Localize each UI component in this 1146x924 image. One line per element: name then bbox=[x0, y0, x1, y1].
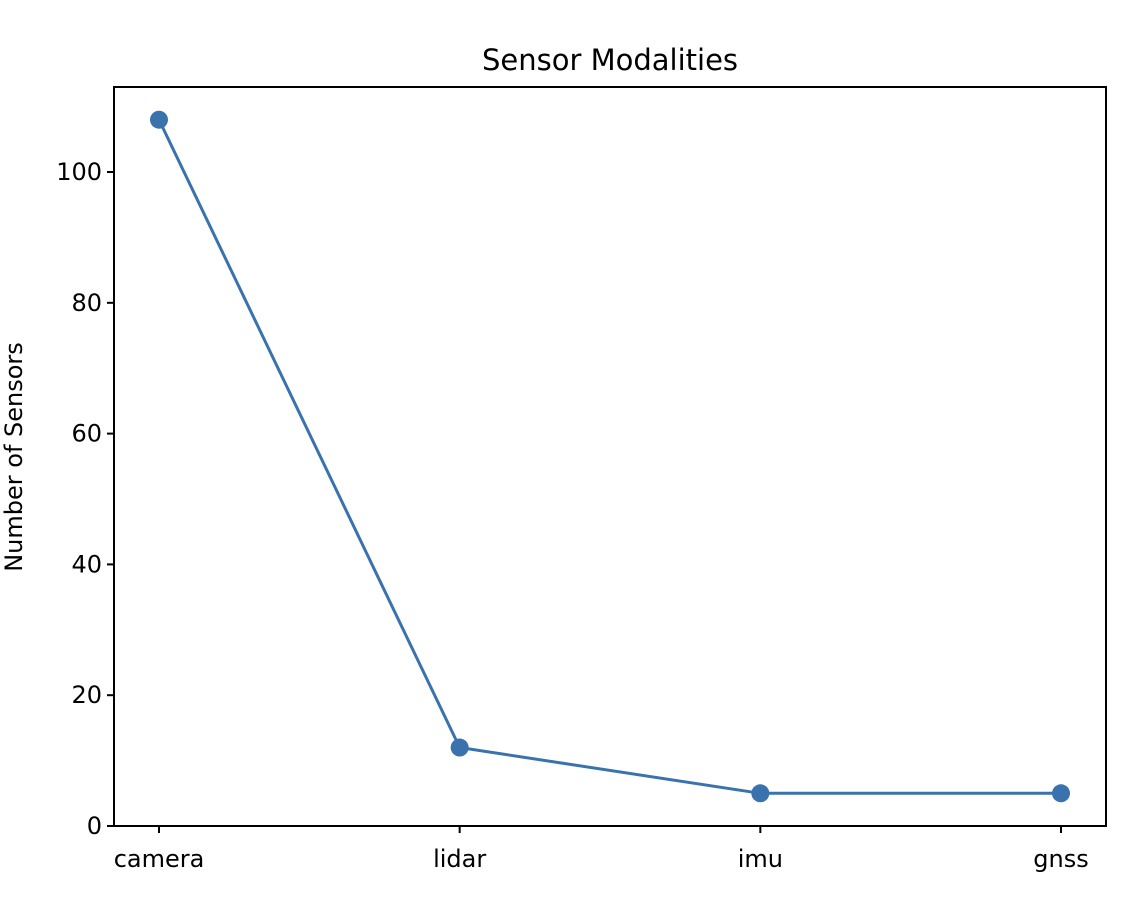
y-tick-label: 40 bbox=[71, 550, 102, 578]
y-tick-label: 60 bbox=[71, 420, 102, 448]
series-group bbox=[150, 110, 1070, 803]
y-tick-label: 0 bbox=[87, 812, 102, 840]
data-point-gnss bbox=[1052, 784, 1070, 803]
x-tick-label-gnss: gnss bbox=[1033, 845, 1088, 873]
x-tick-label-imu: imu bbox=[738, 845, 783, 873]
y-tick-label: 80 bbox=[71, 289, 102, 317]
plot-area-frame bbox=[113, 86, 1107, 827]
y-axis-label: Number of Sensors bbox=[0, 342, 28, 572]
x-tick-label-lidar: lidar bbox=[433, 845, 486, 873]
y-tick-label: 100 bbox=[56, 158, 102, 186]
data-point-imu bbox=[751, 784, 770, 803]
data-point-lidar bbox=[450, 738, 469, 757]
series-line bbox=[157, 119, 1061, 795]
x-tick-label-camera: camera bbox=[114, 845, 205, 873]
data-point-camera bbox=[150, 110, 168, 129]
y-axis: 0 20 40 60 80 100 bbox=[56, 158, 114, 840]
chart-title: Sensor Modalities bbox=[482, 43, 738, 77]
y-tick-label: 20 bbox=[71, 681, 102, 709]
x-axis: camera lidar imu gnss bbox=[114, 826, 1089, 873]
